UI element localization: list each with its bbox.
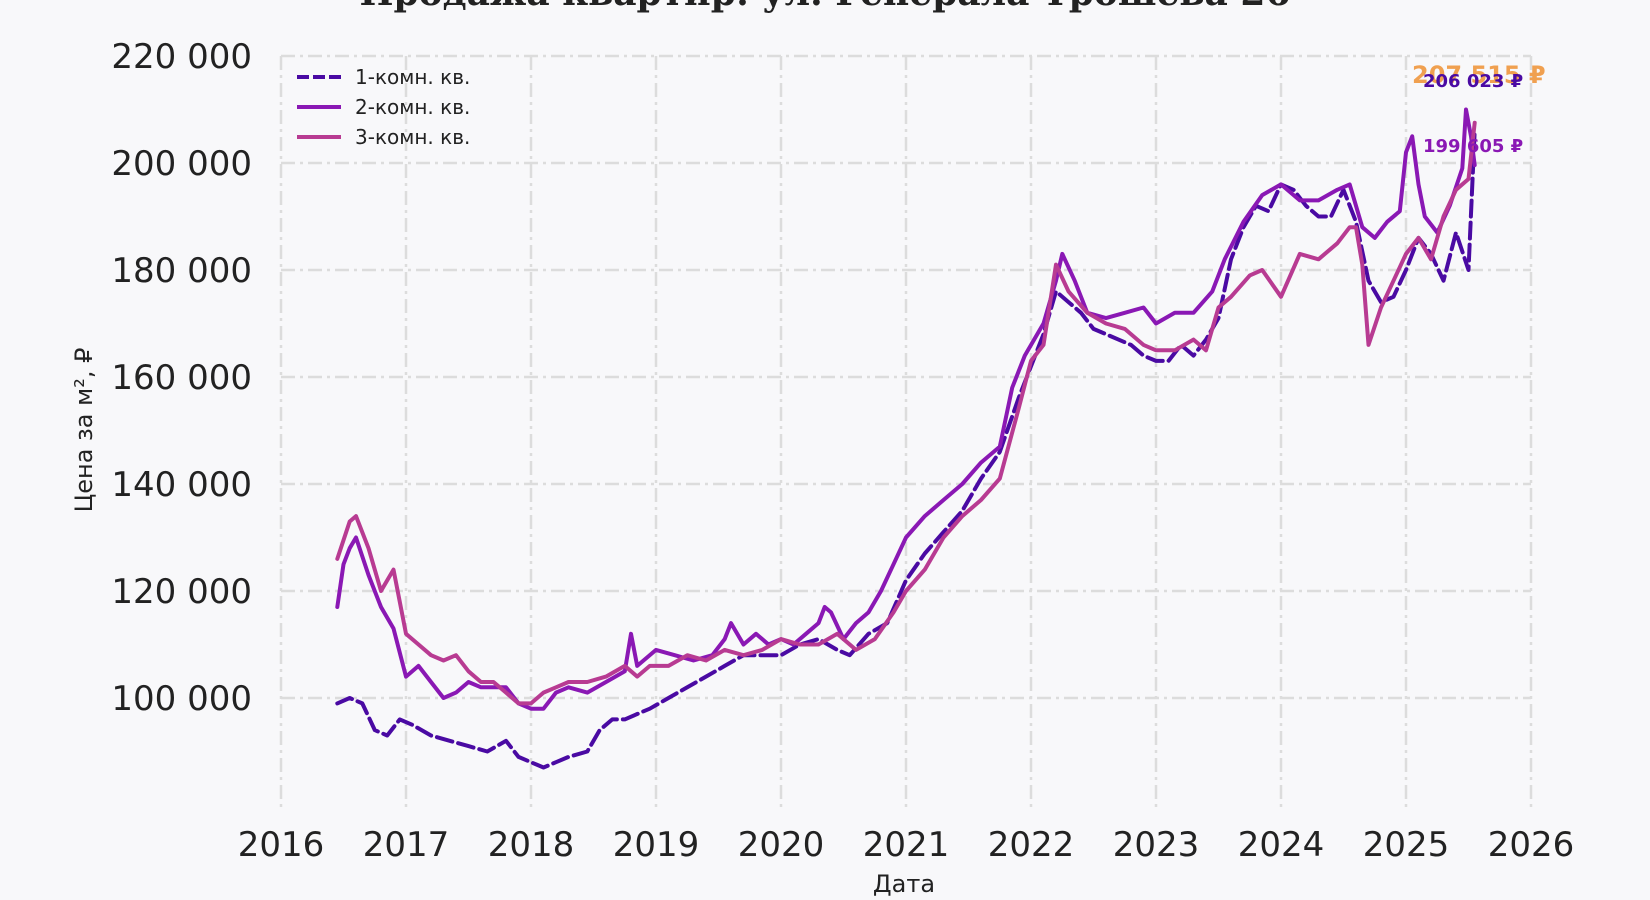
x-tick-label: 2020: [738, 825, 825, 865]
series-line-3: [335, 120, 1477, 706]
x-tick-label: 2017: [363, 825, 450, 865]
end-value-label: 206 023 ₽: [1423, 71, 1523, 92]
y-tick-label: 160 000: [111, 358, 252, 398]
series-lines: [335, 107, 1477, 770]
legend-label: 1-комн. кв.: [355, 65, 470, 89]
x-tick-label: 2018: [488, 825, 575, 865]
end-labels: 207 515 ₽206 023 ₽ 199 605 ₽: [1412, 61, 1546, 157]
legend: 1-комн. кв. 2-комн. кв. 3-комн. кв.: [297, 65, 470, 149]
x-tick-label: 2023: [1113, 825, 1200, 865]
end-value-label: 207 515 ₽: [1412, 61, 1546, 89]
y-tick-label: 100 000: [111, 679, 252, 719]
x-axis-label: Дата: [873, 870, 935, 898]
x-tick-label: 2026: [1488, 825, 1575, 865]
x-tick-label: 2016: [238, 825, 325, 865]
y-tick-label: 120 000: [111, 572, 252, 612]
y-axis-label: Цена за м², ₽: [70, 348, 98, 513]
y-tick-label: 200 000: [111, 144, 252, 184]
legend-label: 2-комн. кв.: [355, 95, 470, 119]
x-tick-label: 2024: [1238, 825, 1325, 865]
grid: [279, 54, 1533, 807]
series-line-1: [335, 128, 1477, 770]
plot-area: [265, 40, 1457, 807]
tick-labels: 2016 2017 2018 2019 2020 2021 2022 2023 2024 2025…: [111, 37, 1574, 865]
y-tick-label: 220 000: [111, 37, 252, 77]
y-tick-label: 140 000: [111, 465, 252, 505]
x-tick-label: 2025: [1363, 825, 1450, 865]
x-tick-label: 2021: [863, 825, 950, 865]
x-tick-label: 2019: [613, 825, 700, 865]
x-tick-label: 2022: [988, 825, 1075, 865]
end-value-label: 199 605 ₽: [1423, 136, 1523, 157]
y-tick-label: 180 000: [111, 251, 252, 291]
legend-label: 3-комн. кв.: [355, 125, 470, 149]
chart-title: Продажа квартир: ул. Генерала Трошева 26: [0, 0, 1650, 14]
